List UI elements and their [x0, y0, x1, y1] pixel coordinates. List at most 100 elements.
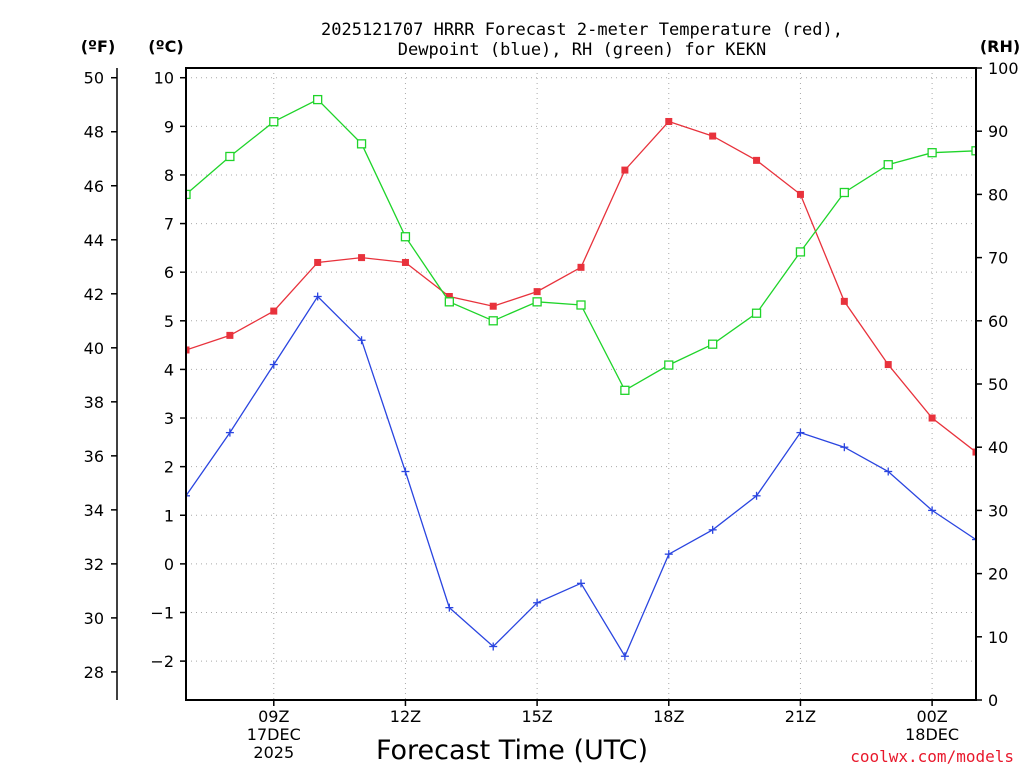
fahrenheit-tick-label: 42: [84, 285, 104, 304]
dewpoint-point: [840, 443, 849, 452]
rh-point: [795, 247, 806, 257]
rh-point: [839, 187, 849, 198]
celsius-tick-label: −1: [150, 603, 174, 622]
temperature-point: [401, 258, 409, 266]
fahrenheit-tick-label: 36: [84, 447, 104, 466]
x-tick-date-label: 17DEC: [247, 725, 301, 744]
chart-title-line2: Dewpoint (blue), RH (green) for KEKN: [398, 40, 766, 60]
x-tick-year-label: 2025: [253, 743, 294, 762]
fahrenheit-tick-label: 30: [84, 609, 104, 628]
celsius-tick-label: 4: [164, 360, 174, 379]
celsius-tick-label: 8: [164, 166, 174, 185]
unit-label-fahrenheit: (ºF): [81, 37, 116, 56]
series-dewpoint: [186, 292, 976, 661]
dewpoint-point: [186, 491, 190, 500]
celsius-tick-label: −2: [150, 652, 174, 671]
x-tick-label: 18Z: [653, 707, 684, 726]
rh-point: [751, 308, 762, 318]
rh-point: [883, 160, 893, 170]
fahrenheit-tick-label: 38: [84, 393, 104, 412]
x-tick-label: 15Z: [521, 707, 552, 726]
temperature-point: [577, 263, 585, 271]
celsius-tick-label: 3: [164, 409, 174, 428]
rh-point: [664, 360, 674, 370]
rh-point: [576, 300, 586, 310]
x-axis-label: Forecast Time (UTC): [376, 735, 648, 766]
dewpoint-line: [186, 295, 976, 658]
rh-tick-label: 20: [988, 565, 1008, 584]
chart-title-line1: 2025121707 HRRR Forecast 2-meter Tempera…: [321, 20, 843, 40]
celsius-tick-label: 1: [164, 506, 174, 525]
temperature-point: [665, 117, 673, 125]
temperature-point: [270, 307, 278, 315]
rh-point: [186, 189, 191, 200]
grid-lines: [186, 68, 976, 700]
fahrenheit-tick-label: 32: [84, 555, 104, 574]
rh-tick-label: 80: [988, 185, 1008, 204]
rh-line: [186, 98, 976, 392]
rh-point: [400, 232, 411, 242]
x-tick-label: 00Z: [916, 707, 947, 726]
plot-frame: [185, 67, 977, 701]
dewpoint-point: [884, 467, 893, 476]
rh-point: [269, 117, 279, 127]
celsius-tick-label: 10: [154, 69, 174, 88]
celsius-tick-label: 2: [164, 458, 174, 477]
x-tick-label: 21Z: [785, 707, 816, 726]
temperature-point: [796, 190, 804, 198]
celsius-tick-label: 9: [164, 117, 174, 136]
rh-tick-label: 40: [988, 438, 1008, 457]
dewpoint-point: [225, 428, 234, 437]
rh-tick-label: 70: [988, 249, 1008, 268]
dewpoint-point: [489, 642, 498, 651]
rh-point: [532, 297, 542, 307]
fahrenheit-tick-label: 44: [84, 231, 104, 250]
fahrenheit-tick-label: 34: [84, 501, 104, 520]
series-temperature: [186, 117, 976, 456]
temperature-point: [753, 156, 761, 164]
rh-tick-label: 100: [988, 59, 1019, 78]
credit-text: coolwx.com/models: [850, 747, 1014, 766]
dewpoint-point: [401, 467, 410, 476]
dewpoint-point: [752, 491, 761, 500]
rh-tick-label: 60: [988, 312, 1008, 331]
temperature-point: [621, 166, 629, 174]
rh-tick-label: 30: [988, 501, 1008, 520]
temperature-point: [840, 297, 848, 305]
dewpoint-point: [620, 652, 629, 661]
dewpoint-point: [533, 598, 542, 607]
rh-point: [356, 139, 367, 149]
x-tick-date-label: 18DEC: [905, 725, 959, 744]
dewpoint-point: [357, 336, 366, 345]
fahrenheit-tick-label: 46: [84, 177, 104, 196]
rh-point: [225, 151, 235, 162]
rh-tick-label: 0: [988, 691, 998, 710]
temperature-point: [533, 288, 541, 296]
fahrenheit-tick-label: 28: [84, 663, 104, 682]
temperature-point: [226, 331, 234, 339]
unit-label-rh: (RH): [980, 37, 1020, 56]
rh-point: [708, 339, 718, 349]
data-series: [186, 94, 976, 661]
fahrenheit-tick-label: 40: [84, 339, 104, 358]
dewpoint-point: [972, 535, 976, 544]
temperature-point: [489, 302, 497, 310]
fahrenheit-tick-label: 48: [84, 123, 104, 142]
temperature-point: [445, 292, 453, 300]
rh-point: [488, 316, 498, 326]
dewpoint-point: [796, 428, 805, 437]
fahrenheit-tick-label: 50: [84, 69, 104, 88]
rh-point: [620, 385, 630, 395]
rh-tick-label: 90: [988, 122, 1008, 141]
dewpoint-point: [445, 603, 454, 612]
rh-point: [971, 146, 976, 156]
celsius-tick-label: 7: [164, 215, 174, 234]
x-tick-label: 09Z: [258, 707, 289, 726]
temperature-point: [358, 254, 366, 262]
temperature-point: [884, 361, 892, 369]
celsius-tick-label: 0: [164, 555, 174, 574]
unit-label-celsius: (ºC): [148, 37, 183, 56]
temperature-point: [314, 258, 322, 266]
